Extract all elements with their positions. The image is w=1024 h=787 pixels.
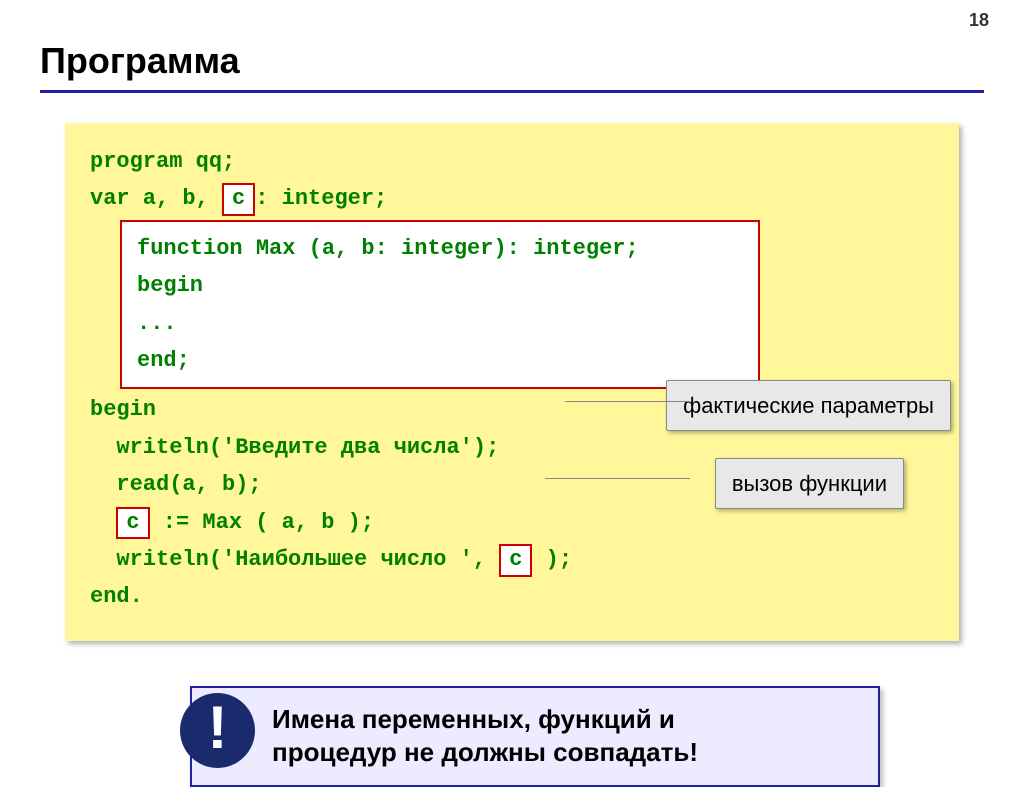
code-line-program: program qq; (90, 143, 934, 180)
callout-actual-params: фактические параметры (666, 380, 951, 431)
exclamation-icon: ! (180, 693, 255, 768)
func-body: ... (137, 305, 743, 342)
function-definition-box: function Max (a, b: integer): integer; b… (120, 220, 760, 390)
page-number: 18 (969, 10, 989, 31)
func-signature: function Max (a, b: integer): integer; (137, 230, 743, 267)
func-end: end; (137, 342, 743, 379)
code-writeln2-post: ); (532, 547, 572, 572)
code-var-prefix: var a, b, (90, 186, 222, 211)
title-underline (40, 90, 984, 93)
code-block: program qq; var a, b, c: integer; functi… (65, 123, 959, 641)
func-begin: begin (137, 267, 743, 304)
code-end: end. (90, 578, 934, 615)
warning-text-line1: Имена переменных, функций и (272, 703, 858, 737)
highlight-c-assign: c (116, 507, 149, 540)
connector-call (545, 478, 690, 479)
code-assign: c := Max ( a, b ); (90, 504, 934, 541)
code-line-var: var a, b, c: integer; (90, 180, 934, 217)
warning-text-line2: процедур не должны совпадать! (272, 736, 858, 770)
highlight-c-output: c (499, 544, 532, 577)
code-assign-post: := Max ( a, b ); (150, 510, 374, 535)
code-assign-pre (90, 510, 116, 535)
code-var-suffix: : integer; (255, 186, 387, 211)
code-writeln2-pre: writeln('Наибольшее число ', (90, 547, 499, 572)
connector-params (565, 401, 690, 402)
page-title: Программа (40, 40, 984, 82)
warning-box: ! Имена переменных, функций и процедур н… (190, 686, 880, 787)
callout-function-call: вызов функции (715, 458, 904, 509)
highlight-c-var: c (222, 183, 255, 216)
code-writeln2: writeln('Наибольшее число ', c ); (90, 541, 934, 578)
